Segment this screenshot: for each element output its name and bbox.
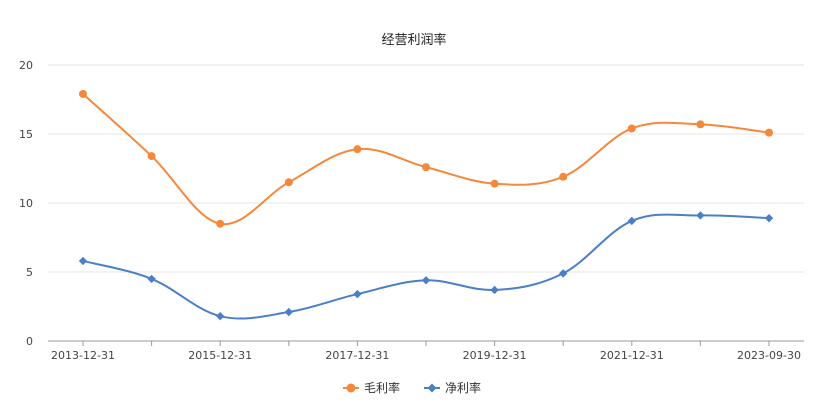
data-point[interactable] — [78, 256, 88, 266]
data-point[interactable] — [284, 178, 293, 187]
data-point[interactable] — [490, 285, 499, 295]
chart-title: 经营利润率 — [381, 32, 446, 48]
data-point[interactable] — [147, 274, 156, 284]
data-point[interactable] — [353, 145, 362, 154]
data-point[interactable] — [79, 89, 87, 98]
data-point[interactable] — [421, 276, 431, 285]
x-tick-label: 2015-12-31 — [188, 349, 252, 362]
data-point[interactable] — [696, 211, 705, 220]
legend-marker — [427, 383, 437, 393]
x-tick-label: 2017-12-31 — [325, 349, 389, 362]
data-point[interactable] — [627, 124, 636, 133]
data-point[interactable] — [216, 219, 225, 228]
y-tick-label: 20 — [19, 59, 33, 72]
y-tick-label: 10 — [19, 197, 33, 210]
axes: 0 5 10 15 20 2013-12-31 2015-12-31 2017-12-31 20… — [19, 59, 801, 362]
series-line — [82, 93, 770, 226]
data-point[interactable] — [147, 152, 156, 161]
series-layer — [78, 89, 774, 321]
series-gross-margin — [79, 89, 773, 228]
legend-item-gross-margin[interactable]: 毛利率 — [343, 380, 400, 395]
data-point[interactable] — [559, 269, 568, 278]
x-tick-label: 2013-12-31 — [51, 349, 115, 362]
data-point[interactable] — [696, 120, 705, 129]
x-tick-label: 2021-12-31 — [600, 349, 664, 362]
data-point[interactable] — [627, 216, 636, 226]
data-point[interactable] — [490, 179, 499, 188]
legend[interactable]: 毛利率 净利率 — [343, 380, 481, 395]
series-net-margin — [78, 211, 774, 321]
y-tick-label: 5 — [26, 266, 33, 279]
data-point[interactable] — [765, 128, 773, 137]
grid-lines — [48, 64, 804, 342]
data-point[interactable] — [284, 307, 293, 317]
x-tick-label: 2023-09-30 — [737, 349, 801, 362]
data-point[interactable] — [353, 289, 362, 299]
x-tick-label: 2019-12-31 — [463, 349, 527, 362]
legend-label: 毛利率 — [364, 380, 400, 395]
legend-label: 净利率 — [445, 380, 481, 395]
data-point[interactable] — [764, 213, 774, 223]
data-point[interactable] — [422, 163, 430, 172]
legend-item-net-margin[interactable]: 净利率 — [424, 380, 481, 395]
data-point[interactable] — [559, 172, 568, 181]
series-line — [82, 213, 770, 320]
data-point[interactable] — [216, 311, 225, 321]
legend-marker — [346, 383, 356, 393]
y-tick-label: 15 — [19, 128, 33, 141]
y-tick-label: 0 — [26, 335, 33, 348]
